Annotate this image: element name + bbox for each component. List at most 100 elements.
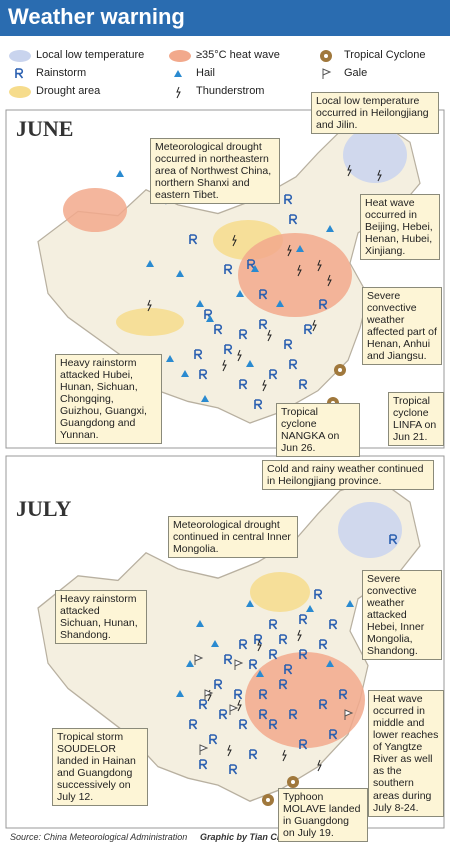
rainstorm-icon — [224, 344, 233, 355]
cyclone-eye — [291, 780, 295, 784]
thunder-icon — [317, 259, 322, 272]
gale-icon — [199, 744, 209, 755]
hail-icon — [116, 170, 124, 177]
hail-icon — [201, 395, 209, 402]
callout: Meteorological drought continued in cent… — [168, 516, 298, 559]
weather-area — [343, 127, 407, 183]
rainstorm-icon — [189, 234, 198, 245]
legend-label: Tropical Cyclone — [344, 49, 426, 61]
thunder-icon — [227, 744, 232, 757]
weather-area — [250, 572, 310, 612]
callout: Local low temperature occurred in Heilon… — [311, 92, 439, 135]
rainstorm-icon — [284, 664, 293, 675]
thunder-icon — [327, 274, 332, 287]
thunder-icon — [222, 359, 227, 372]
legend-label: Thunderstrom — [196, 85, 265, 97]
rainstorm-icon — [199, 699, 208, 710]
rainstorm-icon — [279, 634, 288, 645]
rainstorm-icon — [189, 719, 198, 730]
rainstorm-icon — [339, 689, 348, 700]
hail-icon — [196, 620, 204, 627]
rainstorm-icon — [239, 719, 248, 730]
callout: Typhoon MOLAVE landed in Guangdong on Ju… — [278, 788, 368, 843]
rainstorm-icon — [249, 659, 258, 670]
weather-area — [338, 502, 402, 558]
callout: Meteorological drought occurred in north… — [150, 138, 280, 205]
rainstorm-icon — [329, 619, 338, 630]
thunder-icon — [176, 86, 181, 99]
hail-icon — [256, 670, 264, 677]
hail-icon — [146, 260, 154, 267]
hail-icon — [246, 600, 254, 607]
thunder-icon — [147, 299, 152, 312]
rainstorm-icon — [199, 369, 208, 380]
rainstorm-icon — [214, 324, 223, 335]
rainstorm-icon — [269, 369, 278, 380]
rainstorm-icon — [199, 759, 208, 770]
hail-icon — [186, 660, 194, 667]
thunder-icon — [312, 319, 317, 332]
rainstorm-icon — [304, 324, 313, 335]
rainstorm-icon — [194, 349, 203, 360]
rainstorm-icon — [299, 379, 308, 390]
rainstorm-icon — [299, 649, 308, 660]
rainstorm-icon — [269, 619, 278, 630]
source: Source: China Meteorological Administrat… — [10, 832, 188, 842]
rainstorm-icon — [254, 399, 263, 410]
credit: Graphic by Tian Chi — [200, 832, 285, 842]
hail-icon — [176, 690, 184, 697]
legend-swatch — [169, 50, 191, 62]
hail-icon — [206, 315, 214, 322]
rainstorm-icon — [224, 654, 233, 665]
rainstorm-icon — [329, 729, 338, 740]
rainstorm-icon — [214, 679, 223, 690]
rainstorm-icon — [249, 749, 258, 760]
hail-icon — [346, 600, 354, 607]
panel-map — [37, 478, 421, 806]
rainstorm-icon — [259, 289, 268, 300]
rainstorm-icon — [239, 329, 248, 340]
callout: Heavy rainstorm attacked Sichuan, Hunan,… — [55, 590, 147, 645]
legend-label: Hail — [196, 67, 215, 79]
thunder-icon — [262, 379, 267, 392]
title: Weather warning — [8, 4, 185, 29]
rainstorm-icon — [319, 639, 328, 650]
callout: Tropical cyclone LINFA on Jun 21. — [388, 392, 444, 447]
rainstorm-icon — [219, 709, 228, 720]
hail-icon — [196, 300, 204, 307]
rainstorm-icon — [289, 709, 298, 720]
hail-icon — [276, 300, 284, 307]
rainstorm-icon — [289, 359, 298, 370]
rainstorm-icon — [299, 739, 308, 750]
hail-icon — [181, 370, 189, 377]
rainstorm-icon — [314, 589, 323, 600]
rainstorm-icon — [319, 299, 328, 310]
cyclone-eye — [266, 798, 270, 802]
legend-label: Local low temperature — [36, 49, 145, 61]
weather-area — [116, 308, 184, 336]
legend-swatch — [9, 86, 31, 98]
legend-label: Rainstorm — [36, 67, 87, 79]
gale-icon — [204, 689, 214, 700]
gale-icon — [322, 68, 332, 79]
weather-area — [245, 652, 365, 748]
thunder-icon — [257, 639, 262, 652]
legend-label: Gale — [344, 67, 368, 79]
rainstorm-icon — [15, 68, 24, 79]
hail-icon — [211, 640, 219, 647]
rainstorm-icon — [269, 649, 278, 660]
thunder-icon — [347, 164, 352, 177]
hail-icon — [166, 355, 174, 362]
thunder-icon — [297, 264, 302, 277]
gale-icon — [229, 704, 239, 715]
rainstorm-icon — [319, 699, 328, 710]
hail-icon — [246, 360, 254, 367]
gale-icon — [234, 659, 244, 670]
cyclone-eye — [338, 368, 342, 372]
thunder-icon — [237, 699, 242, 712]
thunder-icon — [377, 169, 382, 182]
callout: Severe convective weather attacked Hebei… — [362, 570, 442, 661]
thunder-icon — [232, 234, 237, 247]
gale-icon — [344, 709, 354, 720]
